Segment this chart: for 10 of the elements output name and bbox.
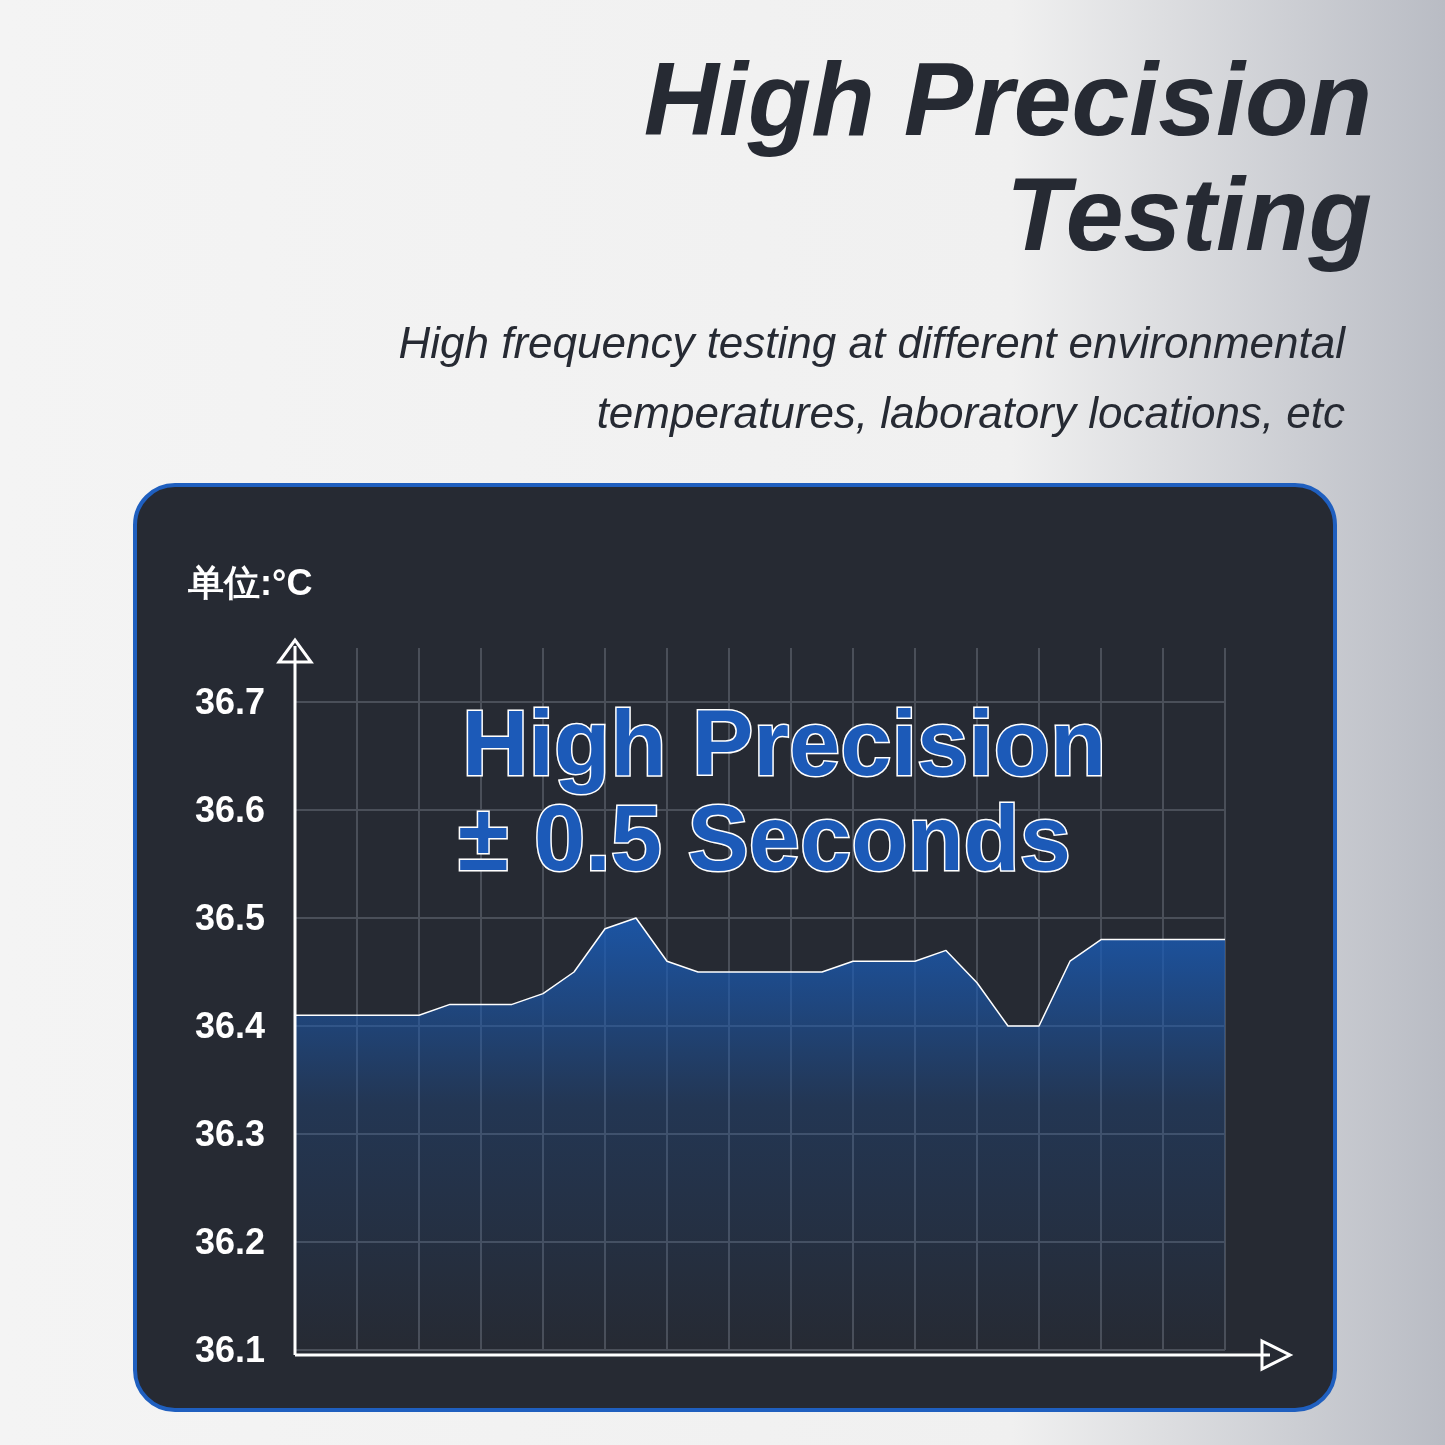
- y-tick-label: 36.1: [194, 1329, 265, 1370]
- chart-title: High Precision Testing: [643, 41, 1372, 272]
- y-tick-label: 36.2: [194, 1221, 265, 1262]
- y-tick-label: 36.5: [194, 897, 265, 938]
- chart-subtitle: High frequency testing at different environmental temperatures, laboratory locations, etc: [398, 318, 1347, 437]
- y-tick-label: 36.7: [194, 681, 265, 722]
- y-tick-label: 36.6: [194, 789, 265, 830]
- y-tick-label: 36.4: [194, 1005, 265, 1046]
- y-tick-label: 36.3: [194, 1113, 265, 1154]
- y-axis-title: 单位:°C: [187, 562, 313, 603]
